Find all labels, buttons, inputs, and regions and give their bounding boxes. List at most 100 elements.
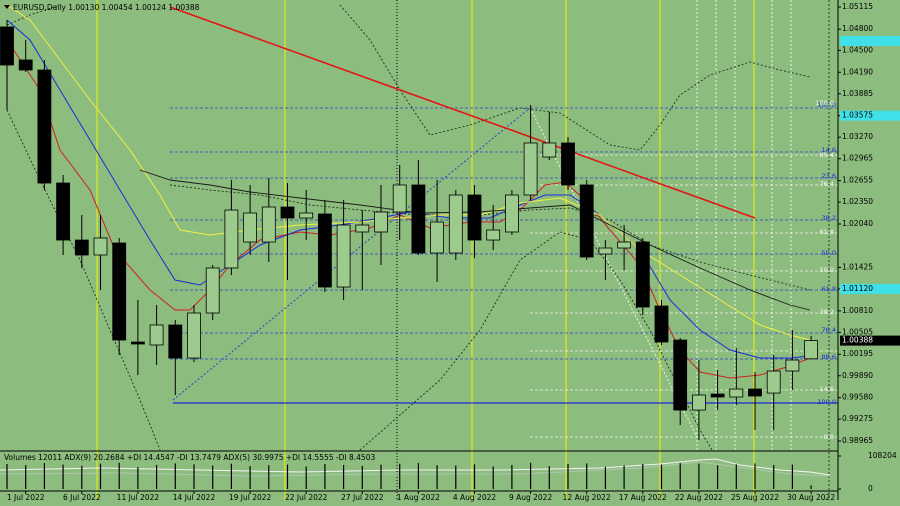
x-tick-label: 30 Aug 2022 bbox=[787, 493, 835, 502]
y-tick-label: 1.01120 bbox=[842, 284, 873, 293]
y-tick-label: 1.00195 bbox=[842, 349, 873, 358]
candle-body bbox=[18, 59, 33, 71]
candle-body bbox=[56, 182, 70, 241]
candle-body bbox=[317, 213, 332, 288]
candle-body bbox=[149, 324, 164, 346]
dotted-verticals bbox=[696, 0, 792, 450]
fib-diagonal bbox=[172, 107, 531, 401]
x-tick-label: 17 Aug 2022 bbox=[619, 493, 667, 502]
y-tick-label: 1.04800 bbox=[842, 24, 873, 33]
y-tick-label: 1.01425 bbox=[842, 262, 873, 271]
fib-levels bbox=[170, 107, 838, 360]
y-tick-label: 1.05115 bbox=[842, 2, 873, 11]
y-tick-label: 1.03575 bbox=[842, 111, 873, 120]
candle-body bbox=[804, 340, 818, 360]
y-tick-label: 1.00505 bbox=[842, 327, 873, 336]
candle-body bbox=[523, 142, 538, 196]
fib-label: 0.0 bbox=[824, 433, 834, 441]
fib-label: 61.8 bbox=[820, 228, 834, 236]
x-tick-label: 14 Jul 2022 bbox=[173, 493, 216, 502]
x-tick-label: 9 Aug 2022 bbox=[509, 493, 552, 502]
menu-icon[interactable] bbox=[4, 5, 10, 9]
candle-body bbox=[448, 194, 463, 254]
y-tick-label: 1.02655 bbox=[842, 176, 873, 185]
fib-label: 76.4 bbox=[822, 326, 836, 334]
fib-label: 50.0 bbox=[820, 266, 834, 274]
fib-label: 61.8 bbox=[822, 285, 836, 293]
candle-body bbox=[542, 142, 557, 158]
candle-body bbox=[392, 184, 407, 213]
fib-label: 23.6 bbox=[822, 172, 836, 180]
fib-label: 85.4 bbox=[820, 151, 834, 159]
candle-body bbox=[579, 184, 594, 258]
candle-body bbox=[486, 229, 501, 241]
x-tick-label: 22 Jul 2022 bbox=[285, 493, 328, 502]
candle-body bbox=[224, 209, 239, 269]
candle-body bbox=[561, 142, 575, 186]
candle-body bbox=[785, 359, 800, 372]
candle-body bbox=[411, 184, 426, 254]
level-highlight bbox=[840, 110, 900, 121]
candle-body bbox=[748, 388, 762, 397]
fib-label: 100.0 bbox=[817, 398, 836, 406]
alert-level bbox=[840, 36, 900, 46]
candle-body bbox=[729, 388, 744, 398]
candle-body bbox=[205, 267, 220, 314]
y-tick-label: 1.02965 bbox=[842, 154, 873, 163]
x-tick-label: 22 Aug 2022 bbox=[675, 493, 723, 502]
candle-body bbox=[504, 194, 519, 233]
y-tick-label: 0.98965 bbox=[842, 436, 873, 445]
x-tick-label: 1 Jul 2022 bbox=[7, 493, 45, 502]
y-tick-label: 1.03270 bbox=[842, 132, 873, 141]
fib-label: 50.0 bbox=[822, 249, 836, 257]
fib-label: 88.6 bbox=[822, 353, 836, 361]
candle-body bbox=[0, 26, 14, 66]
x-tick-label: 27 Jul 2022 bbox=[341, 493, 384, 502]
x-tick-label: 6 Jul 2022 bbox=[63, 493, 101, 502]
candle-body bbox=[654, 305, 669, 343]
candle-body bbox=[598, 247, 613, 255]
fib-label: 14.6 bbox=[820, 385, 834, 393]
vertical-lines bbox=[96, 0, 755, 500]
candle-body bbox=[673, 339, 688, 411]
x-tick-label: 19 Jul 2022 bbox=[229, 493, 272, 502]
volume-tick-label: 0 bbox=[868, 484, 873, 493]
y-tick-label: 0.99580 bbox=[842, 393, 873, 402]
fib-label: 38.2 bbox=[822, 214, 836, 222]
candle-body bbox=[93, 237, 108, 256]
x-tick-label: 1 Aug 2022 bbox=[397, 493, 440, 502]
level-highlight bbox=[840, 283, 900, 294]
candle-body bbox=[430, 221, 445, 254]
price-tag bbox=[840, 335, 900, 346]
y-tick-label: 0.99890 bbox=[842, 371, 873, 380]
x-tick-label: 12 Aug 2022 bbox=[563, 493, 611, 502]
candle-body bbox=[168, 324, 183, 359]
fib-label: 38.2 bbox=[820, 308, 834, 316]
volume-label: Volumes 12011 ADX(9) 20.2684 +DI 14.4547… bbox=[4, 453, 375, 462]
adx-line-2 bbox=[0, 461, 831, 477]
candle-body bbox=[74, 239, 89, 256]
y-tick-label: 0.99275 bbox=[842, 414, 873, 423]
fib-diagonal-2 bbox=[529, 107, 698, 438]
price-tag-label: 1.00388 bbox=[842, 336, 873, 345]
fib-label: 100.0 bbox=[815, 99, 834, 107]
y-tick-label: 1.03885 bbox=[842, 89, 873, 98]
candle-body bbox=[710, 393, 725, 398]
candle-body bbox=[261, 206, 276, 243]
candle-body bbox=[112, 242, 127, 341]
candle-body bbox=[336, 224, 351, 288]
fib-label: 100.0 bbox=[817, 101, 836, 109]
trendline bbox=[169, 6, 756, 219]
candle-body bbox=[299, 212, 314, 219]
candle-body bbox=[243, 212, 258, 243]
chart-title: EURUSD,Daily 1.00130 1.00454 1.00124 1.0… bbox=[13, 3, 200, 12]
y-tick-label: 1.02350 bbox=[842, 197, 873, 206]
candle-body bbox=[617, 241, 631, 249]
candle-body bbox=[130, 341, 145, 345]
fib-label: 14.6 bbox=[822, 146, 836, 154]
candle-body bbox=[467, 194, 482, 241]
y-tick-label: 1.04190 bbox=[842, 67, 873, 76]
candle-body bbox=[187, 312, 201, 359]
